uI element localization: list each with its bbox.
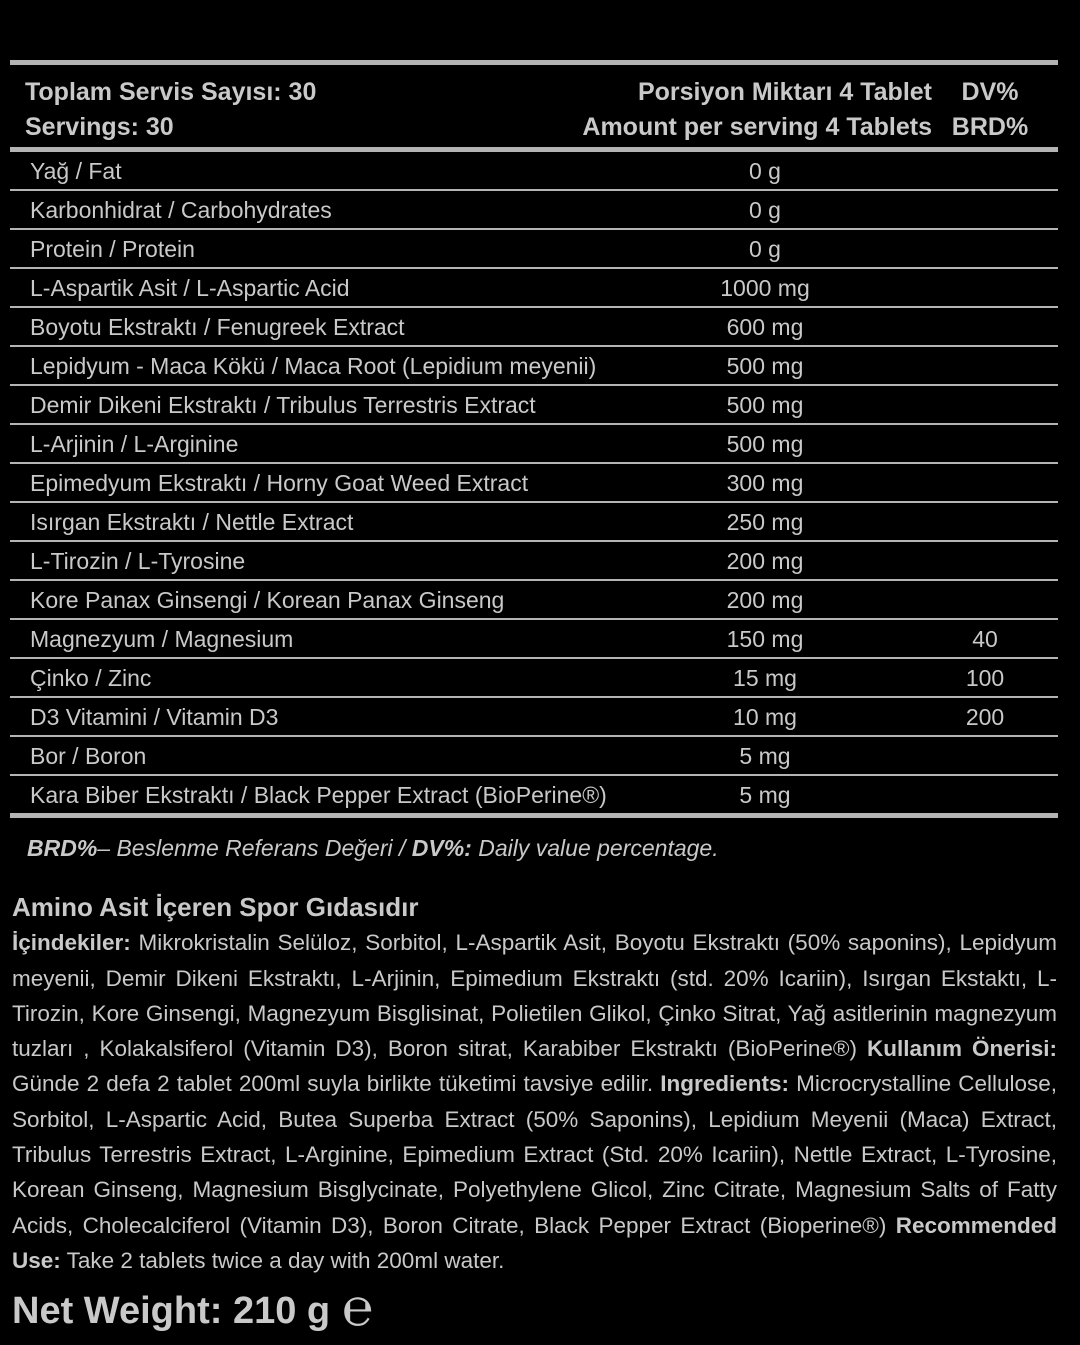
table-row: L-Aspartik Asit / L-Aspartic Acid 1000 mg [10, 269, 1058, 308]
nutrient-amount: 15 mg [733, 665, 797, 691]
kullanim-text: Günde 2 defa 2 tablet 200ml suyla birlik… [12, 1071, 661, 1097]
table-row: Protein / Protein 0 g [10, 230, 1058, 269]
table-header: Toplam Servis Sayısı: 30 Servings: 30 Po… [10, 65, 1058, 147]
nutrient-name: Bor / Boron [30, 743, 147, 769]
nutrient-amount: 0 g [749, 236, 781, 262]
brd-label: BRD% [27, 835, 98, 861]
nutrient-amount: 300 mg [726, 470, 804, 496]
amount-en: Amount per serving 4 Tablets [582, 113, 932, 141]
nutrient-name: L-Tirozin / L-Tyrosine [30, 548, 246, 574]
nutrient-name: Protein / Protein [30, 236, 195, 262]
use-text: Take 2 tablets twice a day with 200ml wa… [60, 1247, 505, 1273]
net-weight: Net Weight: 210 g ℮ [12, 1278, 374, 1337]
nutrient-amount: 10 mg [733, 704, 797, 730]
icindekiler-text: Mikrokristalin Selüloz, Sorbitol, L-Aspa… [12, 930, 1057, 1062]
nutrient-name: Kara Biber Ekstraktı / Black Pepper Extr… [30, 782, 607, 808]
top-rule [10, 60, 1058, 65]
nutrient-name: Epimedyum Ekstraktı / Horny Goat Weed Ex… [30, 470, 529, 496]
table-row: L-Tirozin / L-Tyrosine 200 mg [10, 542, 1058, 581]
nutrient-amount: 500 mg [726, 431, 804, 457]
nutrient-name: Boyotu Ekstraktı / Fenugreek Extract [30, 314, 405, 340]
bottom-rule [10, 813, 1058, 818]
nutrient-amount: 600 mg [726, 314, 804, 340]
table-row: Lepidyum - Maca Kökü / Maca Root (Lepidi… [10, 347, 1058, 386]
nutrient-amount: 500 mg [726, 392, 804, 418]
table-row: Epimedyum Ekstraktı / Horny Goat Weed Ex… [10, 464, 1058, 503]
nutrient-amount: 200 mg [726, 548, 804, 574]
servings-en: Servings: 30 [25, 113, 174, 141]
amount-tr: Porsiyon Miktarı 4 Tablet [637, 78, 932, 106]
table-row: Karbonhidrat / Carbohydrates 0 g [10, 191, 1058, 230]
ingredients-label: Ingredients: [660, 1071, 789, 1097]
table-row: Boyotu Ekstraktı / Fenugreek Extract 600 … [10, 308, 1058, 347]
supplement-facts-table: Toplam Servis Sayısı: 30 Servings: 30 Po… [10, 60, 1058, 818]
table-row: D3 Vitamini / Vitamin D3 10 mg 200 [10, 698, 1058, 737]
table-row: Demir Dikeni Ekstraktı / Tribulus Terres… [10, 386, 1058, 425]
nutrient-amount: 0 g [749, 197, 781, 223]
table-row: Kara Biber Ekstraktı / Black Pepper Extr… [10, 776, 1058, 813]
table-row: Çinko / Zinc 15 mg 100 [10, 659, 1058, 698]
brd-header: BRD% [951, 113, 1029, 141]
servings-cell: Toplam Servis Sayısı: 30 Servings: 30 [25, 75, 316, 145]
dv-cell: DV% BRD% [940, 75, 1040, 145]
nutrient-name: Demir Dikeni Ekstraktı / Tribulus Terres… [30, 392, 536, 418]
table-row: L-Arjinin / L-Arginine 500 mg [10, 425, 1058, 464]
table-row: Magnezyum / Magnesium 150 mg 40 [10, 620, 1058, 659]
dv-note: BRD%– Beslenme Referans Değeri / DV%: Da… [27, 835, 719, 862]
nutrient-name: Çinko / Zinc [30, 665, 152, 691]
kullanim-label: Kullanım Önerisi: [866, 1036, 1057, 1062]
nutrient-amount: 0 g [749, 158, 781, 184]
nutrient-name: Magnezyum / Magnesium [30, 626, 294, 652]
nutrient-name: L-Arjinin / L-Arginine [30, 431, 239, 457]
dv-header: DV% [961, 78, 1019, 106]
estimated-sign-icon: ℮ [342, 1278, 374, 1337]
nutrient-dv: 40 [972, 626, 998, 652]
ingredients-block: Amino Asit İçeren Spor Gıdasıdır İçindek… [12, 890, 1057, 1278]
nutrient-amount: 5 mg [739, 743, 791, 769]
nutrient-amount: 1000 mg [720, 275, 810, 301]
net-weight-text: Net Weight: 210 g [12, 1290, 331, 1332]
nutrient-name: Isırgan Ekstraktı / Nettle Extract [30, 509, 354, 535]
table-body: Yağ / Fat 0 g Karbonhidrat / Carbohydrates… [10, 152, 1058, 813]
table-row: Kore Panax Ginsengi / Korean Panax Ginse… [10, 581, 1058, 620]
nutrient-name: L-Aspartik Asit / L-Aspartic Acid [30, 275, 350, 301]
nutrient-name: Kore Panax Ginsengi / Korean Panax Ginse… [30, 587, 505, 613]
nutrient-amount: 5 mg [739, 782, 791, 808]
dv-text: Daily value percentage. [471, 835, 719, 861]
use-label: Recommended Use: [12, 1212, 1057, 1273]
servings-tr: Toplam Servis Sayısı: 30 [25, 78, 317, 106]
dv-label: DV%: [411, 835, 472, 861]
nutrient-name: D3 Vitamini / Vitamin D3 [30, 704, 279, 730]
nutrient-amount: 150 mg [726, 626, 804, 652]
product-heading: Amino Asit İçeren Spor Gıdasıdır [12, 892, 419, 922]
nutrient-name: Yağ / Fat [30, 158, 122, 184]
nutrient-name: Karbonhidrat / Carbohydrates [30, 197, 332, 223]
icindekiler-label: İçindekiler: [12, 930, 131, 956]
nutrient-amount: 500 mg [726, 353, 804, 379]
nutrient-dv: 100 [965, 665, 1005, 691]
brd-text: – Beslenme Referans Değeri / [97, 835, 412, 861]
nutrient-amount: 200 mg [726, 587, 804, 613]
table-row: Yağ / Fat 0 g [10, 152, 1058, 191]
nutrient-amount: 250 mg [726, 509, 804, 535]
table-row: Isırgan Ekstraktı / Nettle Extract 250 mg [10, 503, 1058, 542]
table-row: Bor / Boron 5 mg [10, 737, 1058, 776]
nutrient-dv: 200 [965, 704, 1005, 730]
ingredients-text: Microcrystalline Cellulose, Sorbitol, L-… [12, 1071, 1057, 1238]
nutrient-name: Lepidyum - Maca Kökü / Maca Root (Lepidi… [30, 353, 597, 379]
amount-cell: Porsiyon Miktarı 4 Tablet Amount per ser… [570, 75, 932, 145]
header-rule [10, 147, 1058, 152]
